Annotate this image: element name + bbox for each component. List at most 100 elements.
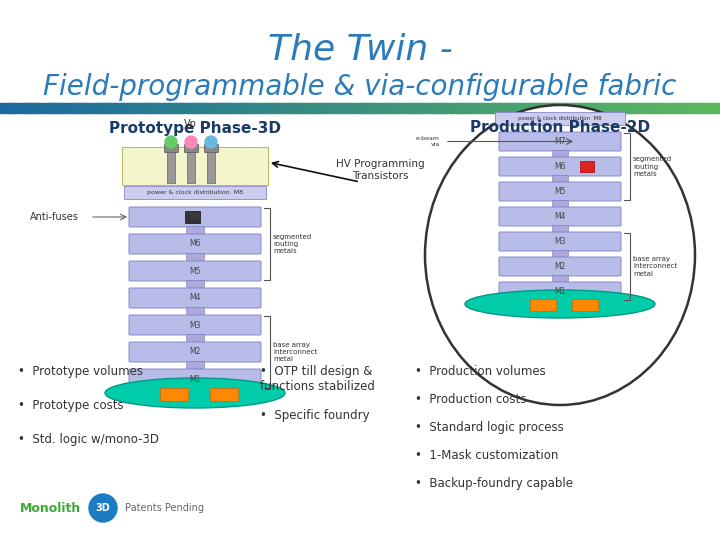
Text: segmented
routing
metals: segmented routing metals: [633, 157, 672, 177]
Bar: [186, 334, 204, 341]
Bar: [163, 103, 166, 113]
Bar: [276, 103, 279, 113]
Bar: [153, 103, 156, 113]
Bar: [233, 103, 235, 113]
Bar: [538, 103, 541, 113]
Bar: [713, 103, 716, 113]
Bar: [2, 103, 5, 113]
Text: M7: M7: [554, 137, 566, 146]
Bar: [70, 103, 73, 113]
Bar: [418, 103, 420, 113]
Bar: [77, 103, 80, 113]
Bar: [336, 103, 339, 113]
Bar: [210, 388, 238, 401]
Bar: [567, 103, 570, 113]
Bar: [384, 103, 387, 113]
Bar: [223, 103, 226, 113]
Bar: [135, 103, 138, 113]
Bar: [703, 103, 706, 113]
Bar: [718, 103, 720, 113]
FancyBboxPatch shape: [129, 342, 261, 362]
Bar: [338, 103, 341, 113]
Bar: [45, 103, 48, 113]
Bar: [185, 103, 188, 113]
Bar: [401, 103, 404, 113]
Bar: [315, 103, 318, 113]
Bar: [228, 103, 231, 113]
Text: •  Std. logic w/mono-3D: • Std. logic w/mono-3D: [18, 433, 159, 446]
Bar: [132, 103, 135, 113]
Bar: [531, 103, 534, 113]
Bar: [194, 103, 197, 113]
Bar: [322, 103, 325, 113]
Bar: [711, 103, 714, 113]
Bar: [302, 103, 305, 113]
Ellipse shape: [465, 290, 655, 318]
Bar: [266, 103, 269, 113]
Bar: [156, 103, 159, 113]
Bar: [526, 103, 528, 113]
Bar: [115, 103, 118, 113]
Bar: [648, 103, 651, 113]
Bar: [696, 103, 699, 113]
Bar: [441, 103, 444, 113]
Bar: [391, 103, 394, 113]
Bar: [271, 103, 274, 113]
Bar: [408, 103, 411, 113]
Bar: [307, 103, 310, 113]
Bar: [81, 103, 84, 113]
Bar: [612, 103, 615, 113]
Text: M6: M6: [554, 162, 566, 171]
Bar: [657, 103, 660, 113]
Bar: [369, 103, 372, 113]
Text: Monolith: Monolith: [20, 502, 81, 515]
Bar: [470, 103, 473, 113]
Bar: [139, 103, 142, 113]
FancyBboxPatch shape: [499, 232, 621, 251]
Text: •  Prototype volumes: • Prototype volumes: [18, 365, 143, 378]
Text: Field-programmable & via-configurable fabric: Field-programmable & via-configurable fa…: [43, 73, 677, 101]
Bar: [106, 103, 109, 113]
Bar: [425, 103, 428, 113]
Bar: [468, 103, 471, 113]
Bar: [646, 103, 649, 113]
Bar: [186, 280, 204, 287]
Bar: [94, 103, 96, 113]
Text: Prototype Phase-3D: Prototype Phase-3D: [109, 120, 281, 136]
Bar: [552, 200, 568, 206]
Bar: [631, 103, 634, 113]
Bar: [305, 103, 307, 113]
Bar: [187, 147, 195, 183]
Bar: [186, 361, 204, 368]
Bar: [333, 103, 336, 113]
Text: segmented
routing
metals: segmented routing metals: [273, 234, 312, 254]
Bar: [403, 103, 406, 113]
Text: 3D: 3D: [96, 503, 110, 513]
Bar: [473, 103, 476, 113]
Bar: [186, 307, 204, 314]
Bar: [451, 103, 454, 113]
Text: The Twin -: The Twin -: [268, 33, 452, 67]
Bar: [509, 103, 512, 113]
Bar: [225, 103, 228, 113]
Bar: [9, 103, 12, 113]
Bar: [641, 103, 644, 113]
Bar: [365, 103, 368, 113]
FancyBboxPatch shape: [129, 234, 261, 254]
Bar: [84, 103, 87, 113]
Bar: [549, 103, 552, 113]
Text: power & clock distribution  M8: power & clock distribution M8: [518, 116, 602, 121]
Bar: [146, 103, 149, 113]
Bar: [160, 388, 188, 401]
Bar: [151, 103, 154, 113]
Bar: [63, 103, 66, 113]
Bar: [634, 103, 636, 113]
Bar: [653, 103, 656, 113]
Text: M2: M2: [189, 348, 201, 356]
Bar: [290, 103, 293, 113]
Bar: [545, 103, 548, 113]
Bar: [218, 103, 221, 113]
Circle shape: [205, 136, 217, 148]
Text: M7: M7: [189, 213, 201, 221]
Bar: [17, 103, 19, 113]
